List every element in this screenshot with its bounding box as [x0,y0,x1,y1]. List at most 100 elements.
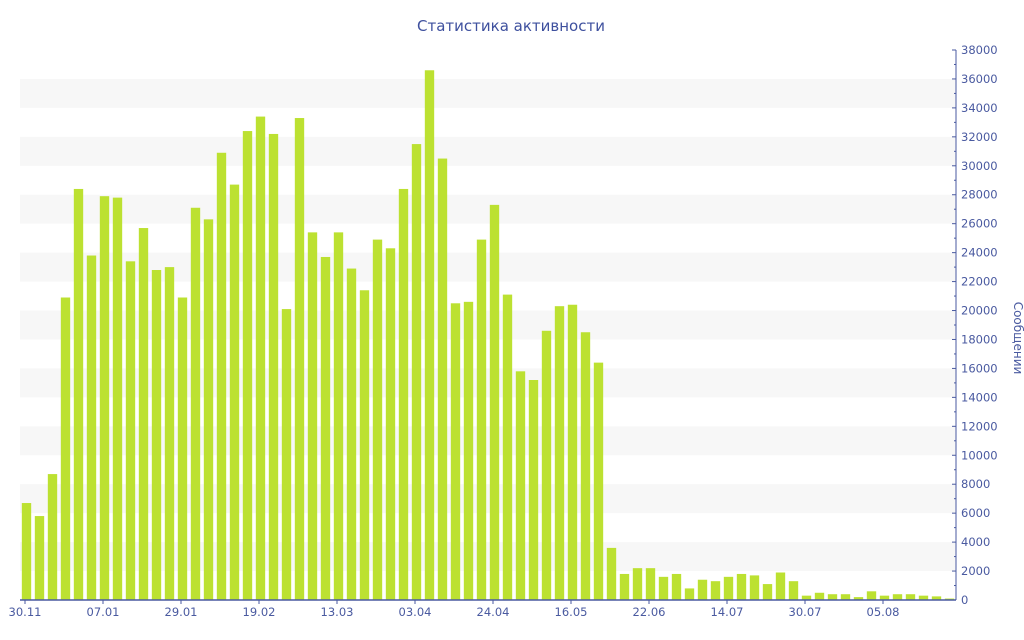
bar [411,144,422,600]
bar [190,207,201,600]
x-tick-label: 30.07 [789,605,822,619]
bar [73,188,84,600]
y-tick-label: 20000 [961,304,998,318]
y-tick-label: 26000 [961,217,998,231]
bar [177,297,188,600]
bar [749,575,760,600]
grid-band [20,310,956,340]
bar [931,596,942,600]
bar [840,594,851,600]
bar [905,594,916,600]
grid-band [20,252,956,282]
x-tick-label: 14.07 [711,605,744,619]
bar [879,595,890,600]
y-tick-label: 36000 [961,72,998,86]
bar [203,219,214,600]
bar [775,572,786,600]
bar [151,270,162,600]
bar [229,184,240,600]
bar [242,131,253,601]
y-tick-label: 18000 [961,332,998,346]
x-tick-label: 07.01 [87,605,120,619]
bar [333,232,344,601]
x-axis: 30.11 07.01 29.01 19.02 13.03 03.04 24.04 16.05… [9,599,956,619]
grid-band [20,484,956,514]
bar [788,581,799,600]
bar [736,573,747,600]
bar [502,294,513,600]
bar [918,595,929,600]
bar [697,579,708,600]
y-tick-label: 22000 [961,275,998,289]
bar [723,576,734,600]
grid-band [20,136,956,166]
bar [320,256,331,600]
bar [21,503,32,600]
bar [762,584,773,600]
bar [684,588,695,600]
y-tick-label: 30000 [961,159,998,173]
y-tick-label: 28000 [961,188,998,202]
bar [489,204,500,601]
bar [593,362,604,600]
bar [827,594,838,600]
grid-bands [20,78,956,572]
bar [255,116,266,600]
bar [372,239,383,600]
bar [281,309,292,600]
bar [476,239,487,600]
y-tick-label: 38000 [961,43,998,57]
x-tick-label: 16.05 [555,605,588,619]
bars [21,70,955,601]
bar [34,516,45,600]
bar [645,568,656,600]
y-tick-label: 2000 [961,564,990,578]
y-tick-label: 0 [961,593,968,607]
bar [268,133,279,600]
bar [801,595,812,600]
bar [164,267,175,600]
bar [216,152,227,600]
y-tick-label: 10000 [961,448,998,462]
grid-band [20,542,956,572]
bar [125,261,136,600]
x-tick-label: 24.04 [477,605,510,619]
bar [619,573,630,600]
bar [86,255,97,601]
y-axis: 0 2000 4000 6000 8000 10000 12000 14000 16000 180… [952,43,998,607]
y-tick-label: 34000 [961,101,998,115]
bar [866,591,877,600]
x-tick-label: 13.03 [321,605,354,619]
y-axis-label: Сообщении [1011,302,1024,375]
y-tick-label: 32000 [961,130,998,144]
y-tick-label: 6000 [961,506,990,520]
bar [138,228,149,601]
y-tick-label: 16000 [961,361,998,375]
x-tick-label: 05.08 [867,605,900,619]
bar [359,290,370,600]
bar [385,248,396,600]
bar [294,118,305,601]
bar [528,380,539,600]
y-tick-label: 24000 [961,246,998,260]
bar [606,547,617,600]
bar [99,196,110,600]
y-tick-label: 8000 [961,477,990,491]
grid-band [20,426,956,456]
bar [658,576,669,600]
grid-band [20,194,956,224]
bar [346,268,357,600]
y-tick-label: 12000 [961,419,998,433]
bar [60,297,71,600]
bar [710,581,721,600]
bar [567,304,578,600]
x-tick-label: 30.11 [9,605,42,619]
bar [515,371,526,600]
bar [853,597,864,600]
bar [554,306,565,600]
chart-title: Статистика активности [417,17,605,35]
bar [632,568,643,600]
bar [112,197,123,600]
bar [580,332,591,600]
